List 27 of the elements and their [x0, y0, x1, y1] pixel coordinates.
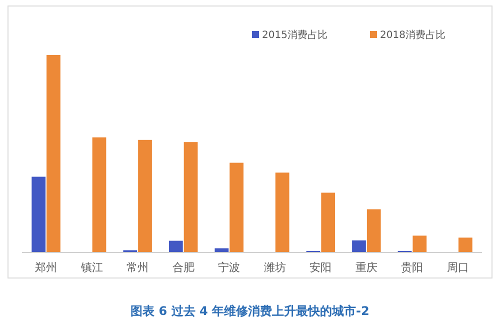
x-tick-label: 安阳 — [310, 261, 332, 274]
bar — [214, 248, 229, 252]
bar — [92, 137, 106, 252]
bar — [184, 142, 198, 252]
x-tick-label: 镇江 — [80, 261, 103, 274]
bar — [412, 236, 427, 252]
x-tick-label: 常州 — [126, 261, 149, 274]
x-tick-label: 宁波 — [218, 261, 240, 274]
x-tick-label: 贵阳 — [401, 261, 424, 274]
bar — [458, 238, 472, 252]
text: 图表 6 过去 4 年维修消费上升最快的城市-2 — [130, 304, 370, 318]
bar — [366, 209, 381, 252]
bar — [230, 162, 244, 252]
bar — [352, 240, 366, 252]
bar — [321, 192, 336, 252]
x-tick-label: 潍坊 — [264, 261, 286, 274]
x-tick-label: 郑州 — [35, 261, 58, 274]
bar — [138, 140, 152, 252]
bar — [46, 55, 60, 252]
bar — [168, 240, 183, 252]
x-tick-label: 合肥 — [172, 261, 194, 274]
legend-label: 2015消费占比 — [262, 29, 328, 41]
x-tick-label: 重庆 — [355, 261, 378, 274]
legend-label: 2018消费占比 — [380, 29, 446, 41]
bar — [32, 176, 46, 252]
bar — [275, 172, 290, 252]
x-tick-label: 周口 — [446, 261, 469, 274]
